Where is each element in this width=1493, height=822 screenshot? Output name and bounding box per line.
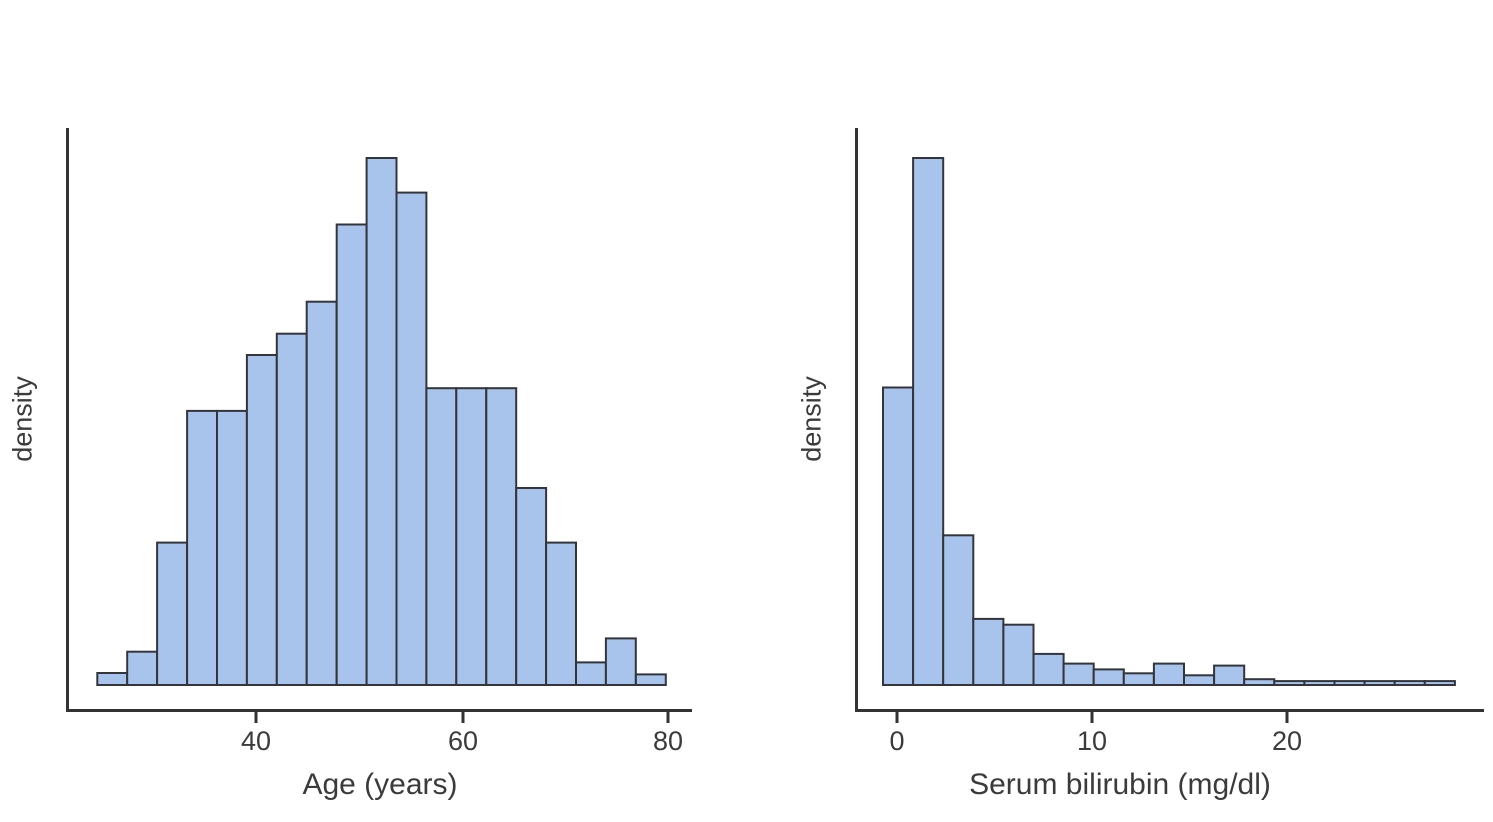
- histogram-bar: [1243, 678, 1276, 687]
- histogram-bar: [485, 387, 518, 686]
- x-tick-label: 10: [1076, 726, 1108, 756]
- histogram-bar: [96, 672, 129, 686]
- age-y-axis-title: density: [7, 376, 38, 462]
- x-tick-mark: [1285, 712, 1289, 723]
- histogram-bar: [545, 541, 577, 686]
- x-tick-mark: [461, 712, 465, 723]
- bilirubin-x-axis-title: Serum bilirubin (mg/dl): [969, 768, 1271, 801]
- histogram-bar: [275, 332, 308, 686]
- histogram-bar: [156, 541, 189, 686]
- histogram-bar: [1273, 680, 1306, 686]
- histogram-bar: [1333, 680, 1366, 686]
- age-y-axis-line: [66, 128, 69, 712]
- histogram-bar: [942, 534, 975, 686]
- histogram-bar: [882, 386, 915, 686]
- x-tick-label: 80: [652, 726, 684, 756]
- histogram-bar: [1183, 674, 1216, 686]
- histogram-bar: [634, 673, 667, 687]
- age-x-axis-line: [66, 709, 692, 712]
- x-tick-mark: [1090, 712, 1094, 723]
- histogram-bar: [1213, 664, 1246, 686]
- histogram-bar: [972, 617, 1005, 687]
- histogram-bar: [604, 637, 637, 687]
- histogram-bar: [126, 650, 159, 687]
- histogram-bar: [1032, 652, 1065, 687]
- histogram-bar: [1393, 680, 1426, 686]
- histogram-bar: [1303, 680, 1336, 686]
- histogram-bar: [216, 409, 248, 686]
- histogram-bar: [912, 157, 945, 686]
- histogram-bar: [1002, 623, 1035, 687]
- bilirubin-histogram-bars: [882, 157, 1456, 687]
- histogram-bar: [575, 661, 607, 687]
- x-tick-mark: [254, 712, 258, 723]
- histogram-bar: [1062, 662, 1095, 686]
- x-tick-label: 40: [240, 726, 272, 756]
- age-x-axis-title: Age (years): [302, 768, 458, 801]
- histogram-bar: [1152, 662, 1186, 686]
- histogram-bar: [335, 223, 368, 686]
- x-tick-label: 60: [447, 726, 479, 756]
- x-tick-label: 20: [1271, 726, 1303, 756]
- histogram-bar: [1363, 680, 1396, 686]
- x-tick-label: 0: [889, 726, 905, 756]
- histogram-bar: [455, 387, 488, 686]
- histogram-bar: [395, 191, 428, 686]
- x-tick-mark: [895, 712, 899, 723]
- x-tick-mark: [666, 712, 670, 723]
- age-histogram-bars: [96, 157, 667, 687]
- histogram-bar: [425, 387, 458, 686]
- bilirubin-y-axis-line: [855, 128, 858, 712]
- histogram-bar: [1122, 672, 1155, 686]
- bilirubin-y-axis-title: density: [796, 376, 827, 462]
- histogram-bar: [515, 487, 548, 686]
- histogram-bar: [186, 409, 219, 686]
- histogram-bar: [305, 300, 338, 686]
- bilirubin-x-axis-line: [855, 709, 1484, 712]
- histogram-bar: [1092, 668, 1125, 687]
- histogram-bar: [365, 157, 398, 686]
- histogram-bar: [1423, 680, 1456, 686]
- histogram-bar: [245, 354, 278, 686]
